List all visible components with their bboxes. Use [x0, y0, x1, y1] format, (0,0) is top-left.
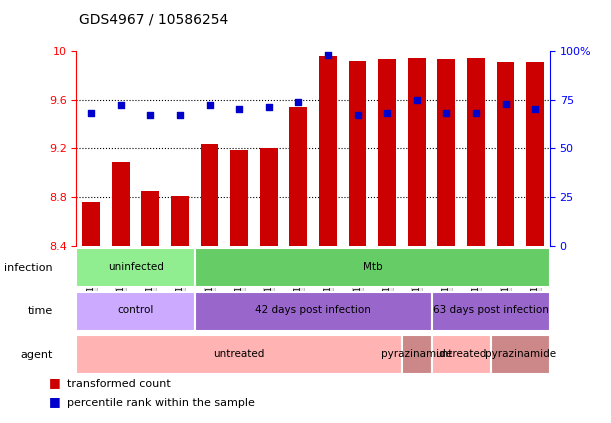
Text: untreated: untreated	[213, 349, 265, 359]
FancyBboxPatch shape	[195, 292, 431, 331]
Bar	[526, 62, 544, 246]
Point	[116, 102, 126, 109]
Bar	[467, 58, 485, 246]
Point	[86, 110, 96, 117]
Bar	[319, 56, 337, 246]
Point	[500, 100, 510, 107]
Text: transformed count: transformed count	[67, 379, 171, 389]
Point	[441, 110, 451, 117]
Text: untreated: untreated	[436, 349, 487, 359]
Text: infection: infection	[4, 263, 53, 273]
FancyBboxPatch shape	[195, 248, 550, 288]
Text: pyrazinamide: pyrazinamide	[381, 349, 452, 359]
Bar	[112, 162, 130, 246]
Point	[530, 106, 540, 113]
Point	[353, 112, 362, 118]
Bar	[230, 150, 248, 246]
Bar	[142, 191, 159, 246]
Text: uninfected: uninfected	[108, 262, 164, 272]
Text: 63 days post infection: 63 days post infection	[433, 305, 549, 316]
Text: 42 days post infection: 42 days post infection	[255, 305, 371, 316]
Text: ■: ■	[49, 395, 60, 408]
FancyBboxPatch shape	[431, 292, 550, 331]
Bar	[82, 202, 100, 246]
Point	[293, 98, 303, 105]
FancyBboxPatch shape	[491, 335, 550, 374]
Point	[145, 112, 155, 118]
Point	[234, 106, 244, 113]
Text: Mtb: Mtb	[362, 262, 382, 272]
FancyBboxPatch shape	[402, 335, 431, 374]
Bar	[200, 143, 219, 246]
Point	[323, 51, 333, 58]
Bar	[408, 58, 426, 246]
Bar	[497, 62, 514, 246]
Bar	[437, 59, 455, 246]
Bar	[349, 60, 367, 246]
FancyBboxPatch shape	[76, 292, 195, 331]
Text: GDS4967 / 10586254: GDS4967 / 10586254	[79, 13, 229, 27]
Text: agent: agent	[20, 350, 53, 360]
Bar	[171, 196, 189, 246]
Point	[175, 112, 185, 118]
Text: percentile rank within the sample: percentile rank within the sample	[67, 398, 255, 408]
Point	[471, 110, 481, 117]
FancyBboxPatch shape	[431, 335, 491, 374]
Bar	[260, 148, 277, 246]
FancyBboxPatch shape	[76, 335, 402, 374]
Text: ■: ■	[49, 376, 60, 389]
Text: pyrazinamide: pyrazinamide	[485, 349, 556, 359]
Text: control: control	[117, 305, 154, 316]
Bar	[290, 107, 307, 246]
Point	[382, 110, 392, 117]
Text: time: time	[27, 306, 53, 316]
FancyBboxPatch shape	[76, 248, 195, 288]
Bar	[378, 59, 396, 246]
Point	[412, 96, 422, 103]
Point	[264, 104, 274, 111]
Point	[205, 102, 214, 109]
